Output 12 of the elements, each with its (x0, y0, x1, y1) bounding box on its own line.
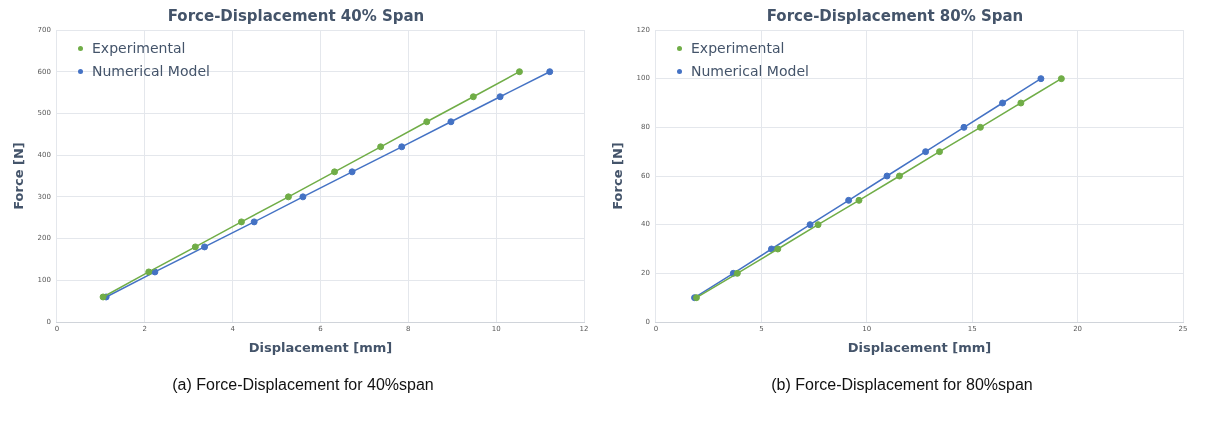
chart-title: Force-Displacement 40% Span (167, 6, 425, 25)
legend-label: Numerical Model (691, 63, 809, 79)
y-axis-title: Force [N] (11, 142, 27, 210)
chart-title: Force-Displacement 80% Span (766, 6, 1024, 25)
legend-label: Experimental (691, 40, 785, 56)
legend-label: Numerical Model (92, 63, 210, 79)
text: (a) Force-Displacement for 40%span (171, 376, 435, 394)
legend-label: Experimental (92, 40, 186, 56)
text: (b) Force-Displacement for 80%span (770, 376, 1034, 394)
x-axis-title: Displacement [mm] (248, 339, 393, 355)
y-axis-title: Force [N] (610, 142, 626, 210)
x-axis-title: Displacement [mm] (847, 339, 992, 355)
